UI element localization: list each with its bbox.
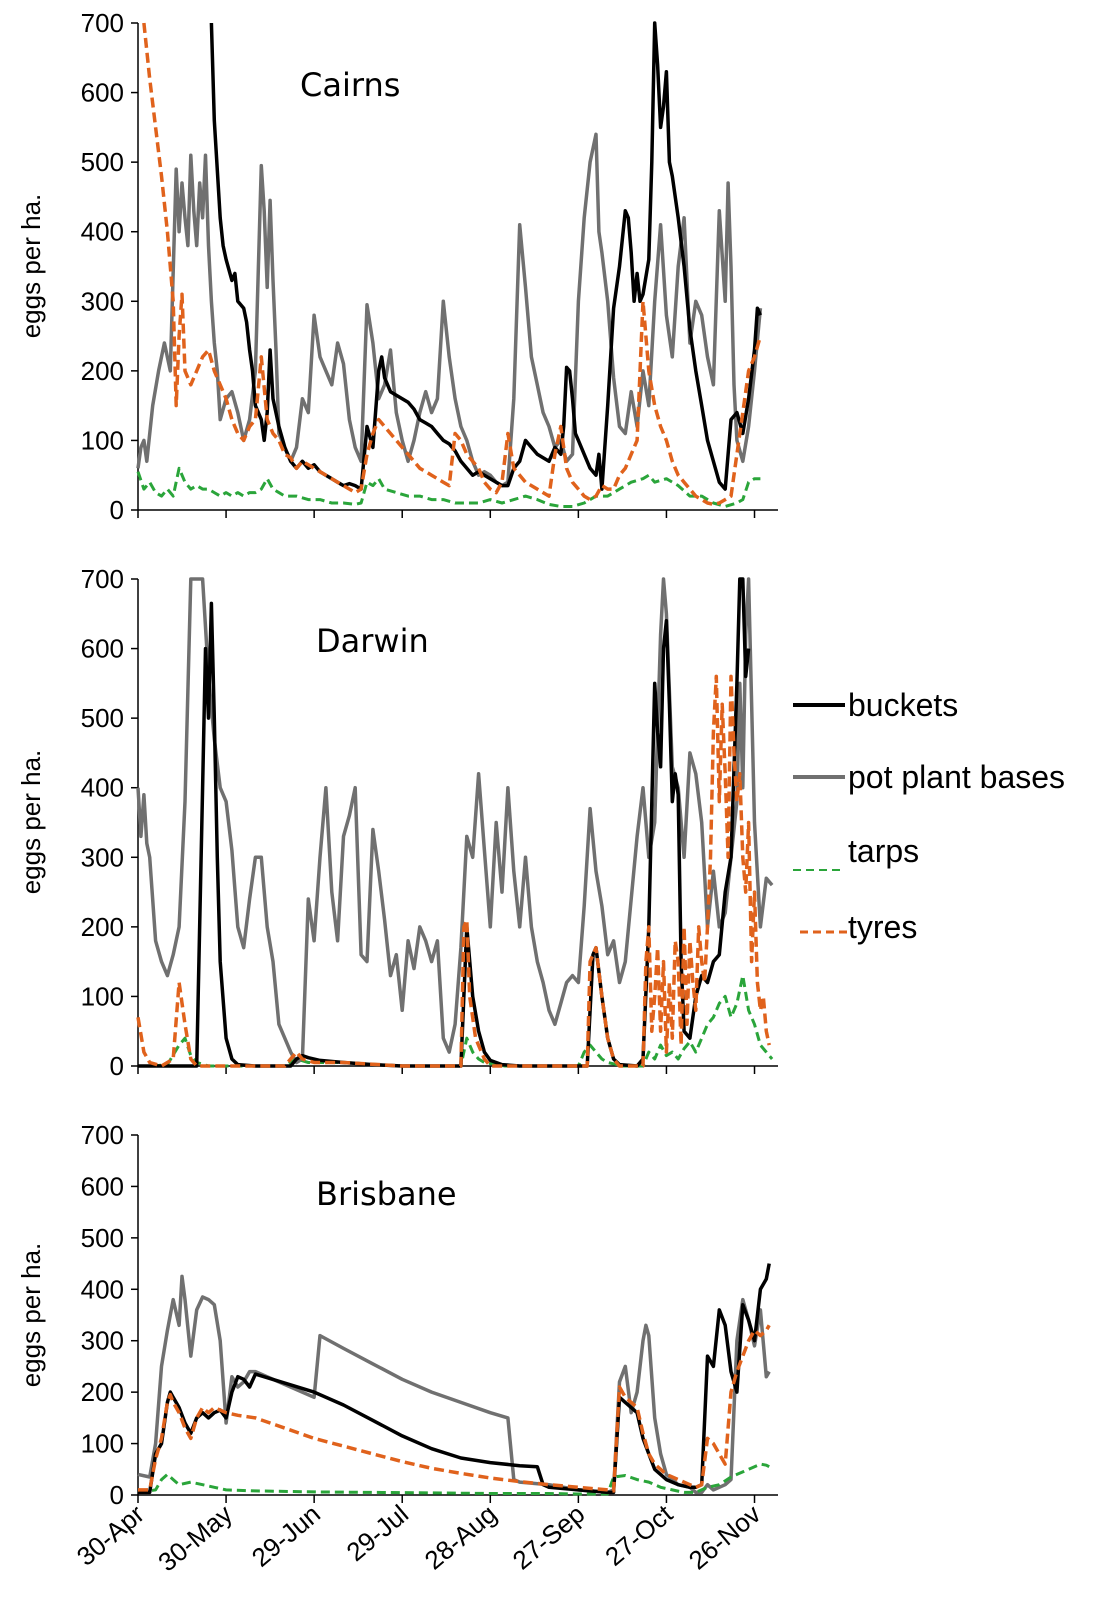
y-tick-label-darwin: 700 — [81, 564, 124, 594]
series-line-tyres-brisbane — [138, 1324, 771, 1493]
y-tick-label-cairns: 500 — [81, 147, 124, 177]
y-tick-label-darwin: 200 — [81, 912, 124, 942]
x-tick-label: 30-May — [152, 1499, 238, 1578]
y-tick-label-brisbane: 0 — [110, 1480, 124, 1510]
legend-label-buckets: buckets — [848, 687, 958, 723]
y-tick-label-cairns: 100 — [81, 425, 124, 455]
y-tick-label-brisbane: 200 — [81, 1377, 124, 1407]
panel-title-brisbane: Brisbane — [316, 1175, 457, 1213]
legend-item-tyres: tyres — [800, 909, 917, 945]
y-axis-label-cairns: eggs per ha. — [16, 194, 46, 339]
y-tick-label-darwin: 100 — [81, 981, 124, 1011]
legend-item-buckets: buckets — [793, 687, 958, 723]
panel-brisbane: Brisbane eggs per ha. 0 100 200 300 400 500 60… — [16, 1120, 778, 1510]
x-tick-label: 28-Aug — [419, 1499, 503, 1576]
x-tick-labels: 30-Apr 30-May 29-Jun 29-Jul 28-Aug 27-Sep 27-O… — [71, 1498, 767, 1577]
y-tick-label-brisbane: 100 — [81, 1429, 124, 1459]
y-tick-label-brisbane: 300 — [81, 1326, 124, 1356]
x-tick-label: 27-Oct — [599, 1498, 679, 1572]
y-tick-label-darwin: 500 — [81, 703, 124, 733]
x-tick-label: 26-Nov — [683, 1499, 766, 1576]
series-line-pot-plant-bases-cairns — [136, 132, 763, 488]
y-tick-label-darwin: 300 — [81, 842, 124, 872]
series-line-tarps-brisbane — [137, 1462, 770, 1496]
y-tick-label-brisbane: 500 — [81, 1223, 124, 1253]
x-tick-label: 29-Jul — [341, 1499, 415, 1568]
y-tick-label-darwin: 400 — [81, 773, 124, 803]
legend-label-pot-plant-bases: pot plant bases — [848, 759, 1065, 795]
y-tick-label-darwin: 600 — [81, 634, 124, 664]
y-tick-label-cairns: 200 — [81, 356, 124, 386]
y-tick-label-darwin: 0 — [110, 1051, 124, 1081]
series-line-pot-plant-bases-brisbane — [137, 1274, 771, 1495]
panel-title-darwin: Darwin — [316, 622, 429, 660]
panel-darwin: Darwin eggs per ha. 0 100 200 300 400 500 600 7… — [16, 564, 778, 1081]
series-line-tyres-cairns — [142, 22, 763, 507]
y-tick-label-cairns: 600 — [81, 78, 124, 108]
series-line-tarps-darwin — [138, 974, 774, 1068]
y-tick-label-brisbane: 400 — [81, 1274, 124, 1304]
legend-item-pot-plant-bases: pot plant bases — [793, 759, 1065, 795]
panel-title-cairns: Cairns — [300, 66, 400, 104]
y-axis-label-darwin: eggs per ha. — [16, 750, 46, 895]
series-line-tyres-darwin — [136, 674, 771, 1068]
series-line-pot-plant-bases-darwin — [136, 577, 774, 1065]
y-tick-label-cairns: 300 — [81, 286, 124, 316]
series-line-tarps-cairns — [136, 466, 761, 508]
legend-label-tyres: tyres — [848, 909, 917, 945]
x-tick-label: 27-Sep — [507, 1499, 591, 1576]
y-tick-label-brisbane: 600 — [81, 1171, 124, 1201]
legend: buckets pot plant bases tarps tyres — [793, 687, 1065, 945]
y-tick-label-cairns: 400 — [81, 217, 124, 247]
y-tick-label-cairns: 0 — [110, 495, 124, 525]
legend-item-tarps: tarps — [793, 833, 919, 871]
panel-cairns: Cairns eggs per ha. 0 100 200 300 400 500 600 7… — [16, 8, 778, 525]
y-tick-label-brisbane: 700 — [81, 1120, 124, 1150]
y-tick-label-cairns: 700 — [81, 8, 124, 38]
x-tick-label: 29-Jun — [246, 1499, 326, 1573]
legend-label-tarps: tarps — [848, 833, 919, 869]
y-axis-label-brisbane: eggs per ha. — [16, 1243, 46, 1388]
